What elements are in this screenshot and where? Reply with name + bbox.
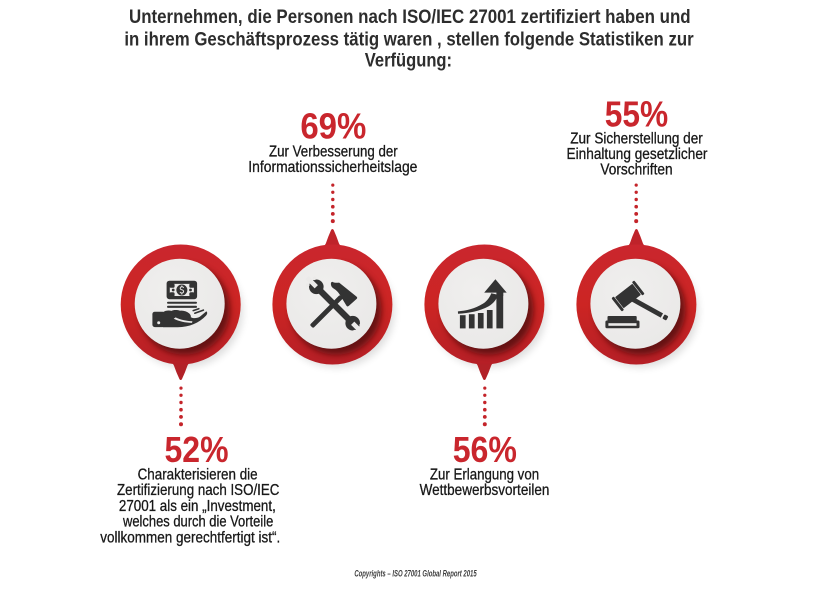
- svg-text:vollkommen gerechtfertigt ist“: vollkommen gerechtfertigt ist“.: [100, 529, 280, 546]
- svg-text:69%: 69%: [300, 106, 366, 147]
- svg-text:Zur Sicherstellung der: Zur Sicherstellung der: [570, 131, 703, 148]
- svg-text:Unternehmen, die Personen nach: Unternehmen, die Personen nach ISO/IEC 2…: [129, 7, 691, 28]
- svg-text:Zertifizierung nach ISO/IEC: Zertifizierung nach ISO/IEC: [117, 482, 279, 499]
- svg-text:welches durch die Vorteile: welches durch die Vorteile: [122, 514, 273, 531]
- svg-text:Vorschriften: Vorschriften: [600, 162, 672, 179]
- svg-text:Verfügung:: Verfügung:: [365, 51, 452, 72]
- svg-text:Informationssicherheitslage: Informationssicherheitslage: [248, 159, 417, 176]
- svg-text:in ihrem Geschäftsprozess täti: in ihrem Geschäftsprozess tätig waren , …: [124, 30, 694, 51]
- svg-text:Einhaltung gesetzlicher: Einhaltung gesetzlicher: [567, 146, 708, 163]
- svg-text:27001 als ein „Investment,: 27001 als ein „Investment,: [119, 498, 276, 515]
- svg-text:Zur Verbesserung der: Zur Verbesserung der: [269, 143, 398, 160]
- svg-text:Copyrights – ISO 27001 Global: Copyrights – ISO 27001 Global Report 201…: [354, 569, 477, 580]
- svg-text:56%: 56%: [453, 429, 517, 470]
- svg-text:Charakterisieren die: Charakterisieren die: [138, 467, 258, 484]
- svg-text:Wettbewerbsvorteilen: Wettbewerbsvorteilen: [420, 482, 550, 499]
- svg-text:52%: 52%: [165, 429, 229, 470]
- svg-text:55%: 55%: [605, 94, 668, 135]
- svg-text:Zur Erlangung von: Zur Erlangung von: [430, 466, 539, 483]
